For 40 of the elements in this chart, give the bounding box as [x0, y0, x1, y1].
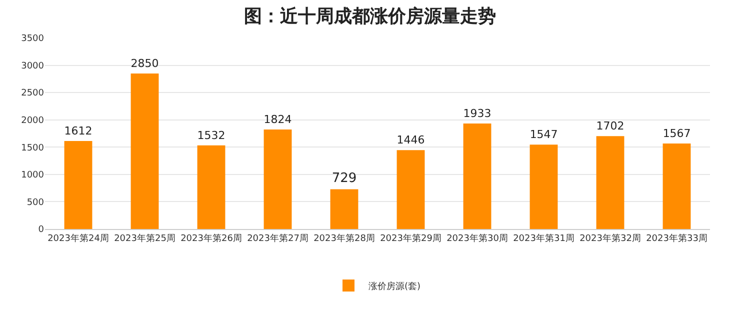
data-label: 1612 — [64, 124, 92, 138]
data-label: 1547 — [530, 128, 558, 142]
x-tick-label: 2023年第31周 — [513, 232, 574, 244]
bar — [130, 73, 159, 229]
y-tick-label: 1500 — [21, 143, 44, 154]
bar — [530, 144, 558, 229]
bar — [330, 189, 358, 229]
bar — [396, 150, 425, 229]
x-tick-label: 2023年第26周 — [180, 232, 242, 244]
chart-title: 图：近十周成都涨价房源量走势 — [244, 6, 496, 27]
x-tick-label: 2023年第25周 — [114, 232, 176, 244]
data-label: 1567 — [662, 127, 691, 140]
bar — [264, 129, 292, 229]
bar — [596, 136, 624, 229]
y-tick-label: 500 — [26, 198, 44, 208]
data-label: 1824 — [264, 113, 292, 126]
x-tick-label: 2023年第33周 — [646, 232, 708, 244]
x-tick-label: 2023年第27周 — [247, 232, 308, 244]
data-label: 1933 — [463, 107, 492, 120]
data-label: 1446 — [396, 134, 425, 147]
x-tick-label: 2023年第30周 — [446, 232, 508, 244]
x-tick-label: 2023年第24周 — [48, 232, 109, 244]
y-tick-label: 0 — [38, 225, 44, 236]
data-label: 1532 — [197, 129, 226, 142]
legend-label: 涨价房源(套) — [368, 281, 421, 292]
x-tick-label: 2023年第28周 — [314, 232, 375, 244]
y-tick-label: 3000 — [21, 61, 44, 72]
y-tick-label: 2000 — [21, 116, 44, 126]
bar — [197, 145, 226, 229]
data-label: 729 — [332, 171, 357, 186]
y-tick-label: 3500 — [21, 34, 44, 44]
bar — [463, 124, 492, 229]
x-tick-label: 2023年第29周 — [380, 232, 442, 244]
y-tick-label: 2500 — [21, 88, 44, 99]
x-tick-label: 2023年第32周 — [580, 232, 641, 244]
y-tick-label: 1000 — [21, 170, 44, 181]
bar — [662, 143, 691, 229]
bar — [64, 141, 92, 229]
data-label: 2850 — [130, 57, 159, 70]
data-label: 1702 — [596, 120, 624, 133]
